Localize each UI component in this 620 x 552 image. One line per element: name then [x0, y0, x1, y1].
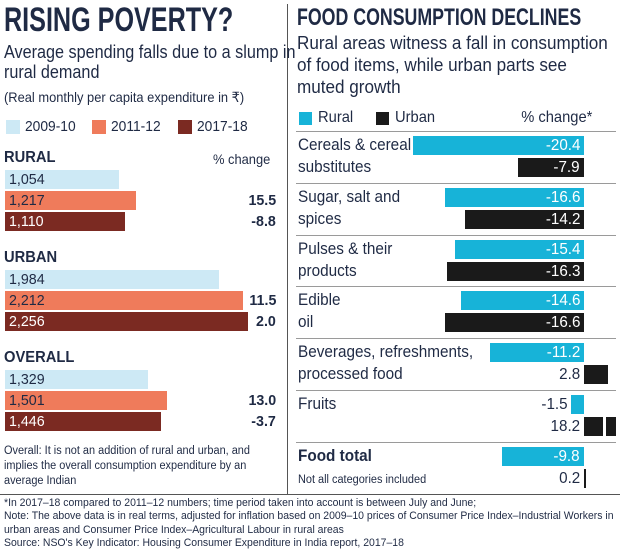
bar [461, 291, 584, 311]
value-header: % change* [520, 109, 592, 126]
change-label: 2.0 [256, 313, 276, 330]
bar-label: 1,217 [9, 192, 45, 209]
chart-note: Not all categories included [298, 473, 427, 486]
footnote: *In 2017–18 compared to 2011–12 numbers;… [4, 497, 477, 509]
legend-swatch [178, 120, 192, 134]
value-label: -1.5 [541, 396, 568, 413]
legend-swatch [6, 120, 20, 134]
bar-label: 1,446 [9, 413, 45, 430]
group-label: OVERALL [4, 349, 75, 366]
bar [412, 136, 584, 155]
row-separator [296, 182, 616, 184]
unit-note: (Real monthly per capita expenditure in … [4, 89, 245, 105]
value-label: -16.6 [545, 314, 580, 332]
panel-divider [287, 4, 288, 494]
value-label: -16.6 [545, 188, 580, 206]
category-label: Edible oil [298, 290, 341, 332]
value-label: -14.6 [545, 292, 580, 310]
legend-label: Urban [395, 109, 436, 126]
row-separator [296, 234, 616, 236]
bar [5, 191, 137, 210]
chart-title: RISING POVERTY? [4, 1, 234, 39]
group-label: RURAL [4, 149, 56, 166]
bar-label: 1,984 [9, 271, 45, 288]
bar [5, 270, 219, 289]
value-label: -11.2 [546, 344, 580, 362]
chart-subtitle: Average spending falls due to a slump in… [4, 42, 296, 82]
legend-label: 2011-12 [111, 118, 161, 135]
bar [584, 365, 608, 385]
legend-swatch [376, 112, 389, 125]
group-label: URBAN [4, 249, 58, 266]
bar [501, 446, 584, 466]
value-label: -7.9 [553, 159, 580, 176]
bar-label: 1,501 [9, 392, 45, 409]
value-label: -16.3 [545, 262, 580, 280]
change-header: % change [213, 151, 271, 167]
value-label: 2.8 [558, 366, 580, 384]
legend-swatch [92, 120, 106, 134]
bar [5, 391, 167, 410]
legend-label: Rural [318, 109, 354, 126]
bar-label: 2,256 [9, 313, 45, 330]
category-label: Food total [298, 445, 372, 465]
bar [571, 395, 584, 414]
bar [5, 370, 149, 389]
bar [5, 412, 161, 431]
change-label: 13.0 [248, 392, 276, 409]
category-label: Cereals & cereal substitutes [298, 135, 412, 176]
row-separator [296, 286, 616, 288]
category-label: Beverages, refreshments, processed food [298, 342, 474, 384]
row-separator [296, 390, 616, 391]
bar-label: 2,212 [9, 292, 45, 309]
bar-label: 1,329 [9, 371, 45, 388]
bar [5, 170, 119, 189]
legend-label: 2017-18 [197, 118, 248, 135]
row-separator [296, 131, 616, 132]
bar [5, 312, 248, 331]
category-label: Sugar, salt and spices [298, 186, 401, 228]
category-label: Fruits [298, 394, 337, 413]
chart-subtitle: Rural areas witness a fall in consumptio… [297, 33, 608, 97]
change-label: -8.8 [251, 213, 276, 230]
bar [489, 343, 584, 363]
chart-title: FOOD CONSUMPTION DECLINES [297, 4, 582, 31]
footer-divider [0, 494, 620, 495]
value-label: -15.4 [545, 240, 580, 258]
bar-label: 1,110 [9, 213, 44, 230]
value-label: -9.8 [553, 447, 580, 465]
chart-note: Overall: It is not an addition of rural … [4, 445, 250, 487]
value-label: -14.2 [545, 210, 580, 228]
bar [454, 239, 584, 259]
value-label: 0.2 [558, 469, 580, 487]
category-label: Pulses & their products [298, 238, 393, 280]
bar [584, 468, 586, 488]
break-marker [603, 416, 606, 437]
bar-label: 1,054 [9, 171, 45, 188]
change-label: 11.5 [249, 292, 276, 309]
value-label: -20.4 [545, 137, 580, 154]
bar [444, 313, 584, 333]
data-note: Note: The above data is in real terms, a… [4, 510, 614, 536]
change-label: 15.5 [248, 192, 276, 209]
bar [584, 417, 616, 436]
bar [517, 158, 584, 177]
legend-label: 2009-10 [25, 118, 76, 135]
row-separator [296, 338, 616, 340]
bar [5, 212, 125, 231]
source: Source: NSO's Key Indicator: Housing Con… [4, 537, 404, 549]
bar [464, 209, 584, 229]
change-label: -3.7 [251, 413, 276, 430]
bar [447, 261, 584, 281]
value-label: 18.2 [550, 418, 580, 435]
bar [444, 187, 584, 207]
row-separator [296, 441, 616, 443]
legend-swatch [299, 112, 312, 125]
bar [5, 291, 244, 310]
